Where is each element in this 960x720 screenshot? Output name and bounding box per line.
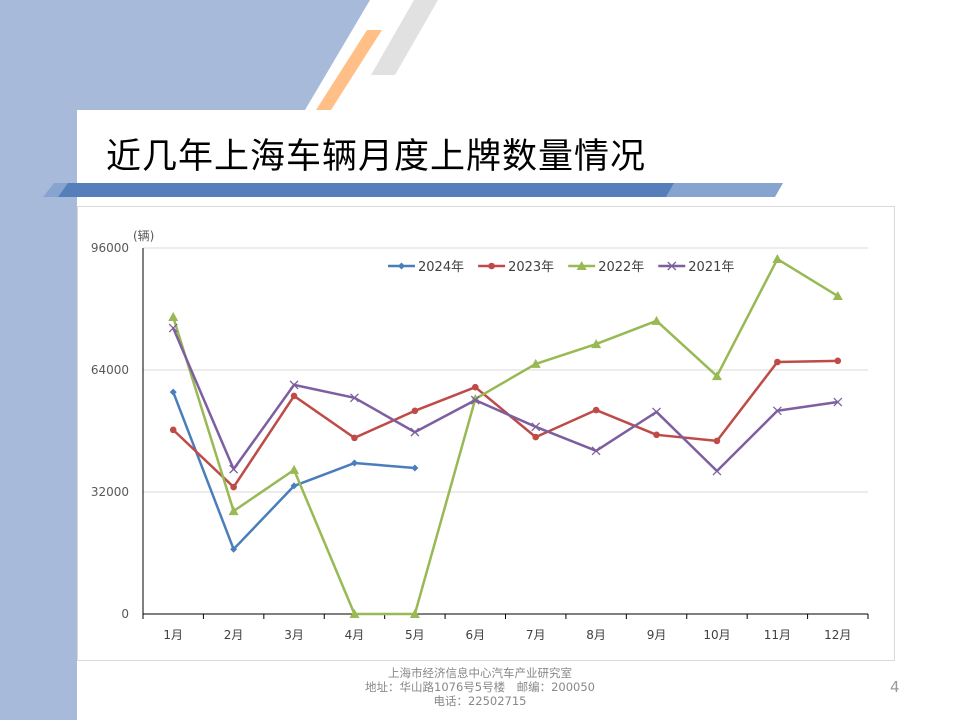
data-point [653,431,660,439]
data-point [667,261,677,271]
gray-stripe [371,0,438,75]
background-panel [0,0,370,720]
legend-label: 2023年 [508,260,554,275]
data-point [230,483,237,491]
data-point [713,437,721,445]
data-point [592,406,600,414]
x-tick-label: 12月 [824,628,851,642]
x-tick-label: 8月 [586,628,606,642]
x-tick-label: 11月 [764,628,791,642]
y-tick-label: 32000 [91,485,129,499]
data-point [290,392,298,400]
y-tick-label: 96000 [91,241,129,255]
title-card [77,110,960,200]
data-point [350,459,358,467]
x-tick-label: 2月 [224,628,244,642]
legend-label: 2022年 [598,260,644,275]
data-point [471,383,479,391]
data-point [169,388,177,396]
legend-label: 2024年 [418,260,464,275]
data-point [411,407,419,415]
x-tick-label: 5月 [405,628,425,642]
footer-org: 上海市经济信息中心汽车产业研究室 [388,666,572,680]
data-point [289,464,300,474]
data-point [229,464,239,474]
data-point [349,609,360,618]
data-point [832,291,843,301]
data-point [576,261,587,270]
data-point [774,358,781,366]
orange-stripe [316,30,382,110]
x-tick-label: 3月 [284,628,304,642]
chart-frame [77,206,895,661]
data-point [290,482,298,490]
data-point [230,545,238,553]
footer-phone: 电话：22502715 [433,694,527,708]
y-axis-label: (辆) [133,229,154,243]
page-title: 近几年上海车辆月度上牌数量情况 [106,137,647,177]
data-point [712,466,722,476]
data-point [470,395,480,405]
data-point [531,422,541,432]
legend-label: 2021年 [688,260,734,275]
data-point [834,357,842,365]
data-point [772,406,782,416]
y-tick-label: 64000 [91,363,129,377]
data-point [349,393,359,403]
data-point [488,262,495,270]
x-tick-label: 10月 [703,628,730,642]
data-point [652,407,662,417]
x-tick-label: 1月 [163,628,183,642]
title-bar [58,183,674,197]
data-point [398,262,405,270]
data-point [409,609,420,618]
data-point [651,315,662,325]
series-line-2022年 [172,257,839,616]
data-point [410,427,420,437]
data-point [168,312,179,322]
data-point [591,446,601,456]
data-point [289,380,299,390]
data-point [351,434,358,442]
x-tick-label: 4月 [345,628,365,642]
x-tick-label: 9月 [647,628,667,642]
data-point [228,506,239,516]
x-tick-label: 6月 [465,628,485,642]
footer-address: 地址：华山路1076号5号楼 邮编：200050 [365,680,595,694]
series-line-2023年 [172,359,838,489]
data-point [833,397,843,407]
data-point [711,371,722,381]
data-point [530,358,541,368]
data-point [532,433,540,441]
y-tick-label: 0 [121,607,129,621]
footer: 上海市经济信息中心汽车产业研究室 地址：华山路1076号5号楼 邮编：20005… [280,666,680,708]
page-number: 4 [890,678,900,696]
x-tick-label: 7月 [526,628,546,642]
data-point [411,464,419,472]
data-point [772,254,783,264]
series-line-2021年 [172,327,838,473]
data-point [169,426,177,434]
data-point [591,339,602,349]
data-point [168,323,178,333]
